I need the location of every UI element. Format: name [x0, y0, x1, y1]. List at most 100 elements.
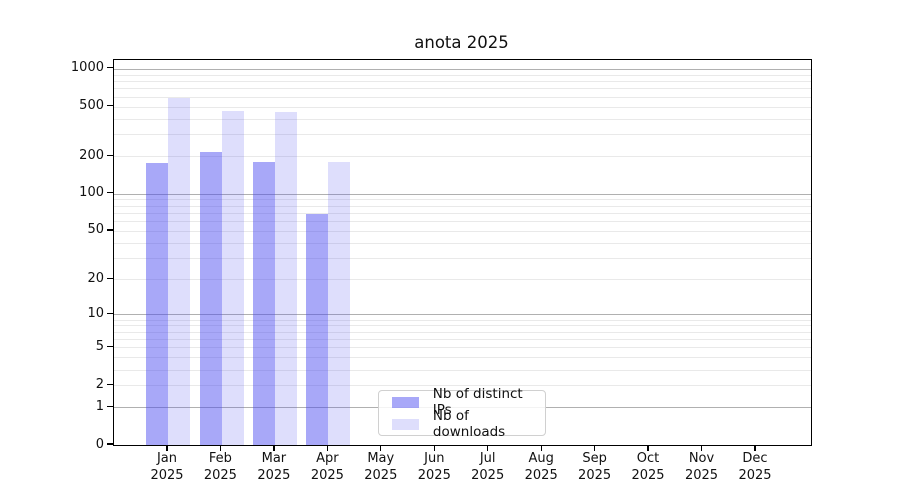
- x-tick-label-line: Aug: [528, 451, 554, 466]
- x-tick-mark-nov-2025: [700, 445, 703, 451]
- bar-nb-of-distinct-ips-mar-2025: [252, 161, 275, 445]
- y-tick-mark-0: [107, 443, 113, 445]
- gridline-minor-80: [114, 205, 811, 207]
- gridline-minor-6: [114, 339, 811, 340]
- bar-nb-of-distinct-ips-feb-2025: [199, 152, 222, 445]
- gridline-minor-60: [114, 221, 811, 223]
- x-tick-label-line: Dec: [742, 451, 768, 466]
- chart-title: anota 2025: [414, 33, 509, 52]
- x-tick-label-line: May: [367, 451, 395, 466]
- x-tick-label-mar-2025: Mar 2025: [244, 451, 304, 484]
- y-tick-mark-500: [107, 104, 113, 107]
- x-tick-label-line: Nov: [688, 451, 715, 466]
- y-tick-label-50: 50: [87, 222, 104, 238]
- x-tick-label-line: 2025: [471, 467, 505, 483]
- x-tick-label-line: 2025: [203, 467, 237, 483]
- x-tick-label-line: Apr: [316, 451, 339, 466]
- legend-swatch-downloads-icon: [392, 418, 419, 430]
- y-tick-mark-100: [107, 192, 113, 194]
- x-tick-label-sep-2025: Sep 2025: [565, 451, 625, 484]
- x-tick-label-line: 2025: [578, 467, 612, 483]
- x-tick-label-line: Sep: [582, 451, 607, 466]
- bar-nb-of-downloads-mar-2025: [274, 111, 297, 445]
- x-tick-mark-aug-2025: [540, 445, 542, 451]
- x-tick-mark-mar-2025: [273, 445, 275, 451]
- x-tick-label-may-2025: May 2025: [351, 451, 411, 484]
- y-tick-label-1000: 1000: [70, 60, 104, 76]
- gridline-minor-500: [114, 106, 811, 108]
- gridline-minor-300: [114, 134, 811, 136]
- gridline-minor-40: [114, 242, 811, 244]
- x-tick-label-jan-2025: Jan 2025: [137, 451, 197, 484]
- y-tick-label-2: 2: [95, 376, 104, 392]
- gridline-minor-50: [114, 230, 811, 232]
- gridline-major-1000: [114, 68, 811, 70]
- legend-label: Nb of distinct IPs: [432, 386, 523, 418]
- x-tick-label-line: Mar: [261, 451, 287, 466]
- x-tick-label-line: 2025: [257, 467, 291, 483]
- x-tick-label-line: Jun: [424, 451, 445, 466]
- x-tick-label-aug-2025: Aug 2025: [511, 451, 571, 484]
- gridline-major-10: [114, 314, 811, 316]
- y-tick-mark-1000: [107, 67, 113, 69]
- bar-nb-of-distinct-ips-jan-2025: [146, 163, 168, 445]
- x-tick-label-jul-2025: Jul 2025: [458, 451, 518, 484]
- y-tick-label-200: 200: [79, 147, 104, 163]
- gridline-major-100: [114, 193, 811, 195]
- legend: Nb of distinct IPs Nb of downloads: [378, 386, 546, 440]
- y-tick-mark-200: [107, 154, 113, 156]
- x-tick-label-line: Feb: [208, 451, 232, 466]
- y-tick-mark-10: [107, 312, 113, 315]
- y-tick-label-10: 10: [87, 305, 104, 321]
- y-tick-label-100: 100: [79, 185, 104, 201]
- x-tick-label-jun-2025: Jun 2025: [404, 451, 464, 484]
- x-tick-mark-feb-2025: [219, 445, 222, 451]
- legend-item: Nb of distinct IPs: [379, 386, 545, 418]
- x-tick-mark-jan-2025: [166, 445, 168, 451]
- bar-nb-of-downloads-apr-2025: [328, 161, 351, 445]
- x-tick-label-line: 2025: [150, 467, 184, 483]
- x-tick-mark-may-2025: [380, 445, 382, 451]
- legend-item: Nb of downloads: [379, 408, 545, 440]
- bar-nb-of-distinct-ips-apr-2025: [306, 214, 329, 445]
- x-tick-label-line: Oct: [636, 451, 660, 466]
- gridline-minor-2: [114, 385, 811, 387]
- gridline-minor-8: [114, 325, 811, 327]
- y-tick-label-1: 1: [95, 398, 104, 414]
- x-tick-label-line: Jan: [156, 451, 178, 466]
- y-tick-mark-2: [107, 383, 113, 385]
- x-tick-label-line: 2025: [684, 467, 719, 483]
- x-tick-mark-oct-2025: [647, 445, 649, 451]
- x-tick-mark-dec-2025: [754, 445, 756, 451]
- x-tick-mark-apr-2025: [326, 445, 329, 451]
- x-tick-label-line: 2025: [524, 467, 558, 483]
- y-tick-label-500: 500: [79, 98, 104, 113]
- y-tick-label-0: 0: [95, 436, 104, 452]
- x-tick-label-feb-2025: Feb 2025: [190, 451, 250, 484]
- x-tick-label-line: 2025: [417, 467, 451, 483]
- gridline-minor-4: [114, 357, 811, 359]
- gridline-minor-700: [114, 88, 811, 90]
- gridline-minor-400: [114, 118, 811, 120]
- bar-nb-of-downloads-feb-2025: [221, 111, 244, 445]
- y-tick-mark-50: [107, 229, 113, 231]
- gridline-minor-9: [114, 319, 811, 321]
- gridline-minor-200: [114, 156, 811, 158]
- x-tick-label-dec-2025: Dec 2025: [725, 451, 785, 484]
- legend-label: Nb of downloads: [432, 408, 506, 440]
- x-tick-label-nov-2025: Nov 2025: [672, 451, 732, 484]
- x-tick-mark-jul-2025: [487, 445, 489, 451]
- x-tick-label-oct-2025: Oct 2025: [618, 451, 678, 484]
- x-tick-label-line: 2025: [364, 467, 398, 483]
- legend-swatch-distinct-ips-icon: [392, 396, 419, 408]
- x-tick-mark-jun-2025: [433, 445, 435, 451]
- y-tick-label-5: 5: [95, 338, 104, 354]
- bar-nb-of-downloads-jan-2025: [168, 97, 190, 445]
- x-tick-label-line: 2025: [631, 467, 665, 483]
- y-tick-label-20: 20: [87, 270, 104, 286]
- gridline-minor-900: [114, 74, 811, 76]
- x-tick-label-line: Jul: [479, 451, 496, 466]
- x-tick-label-apr-2025: Apr 2025: [297, 451, 357, 484]
- gridline-minor-7: [114, 331, 811, 333]
